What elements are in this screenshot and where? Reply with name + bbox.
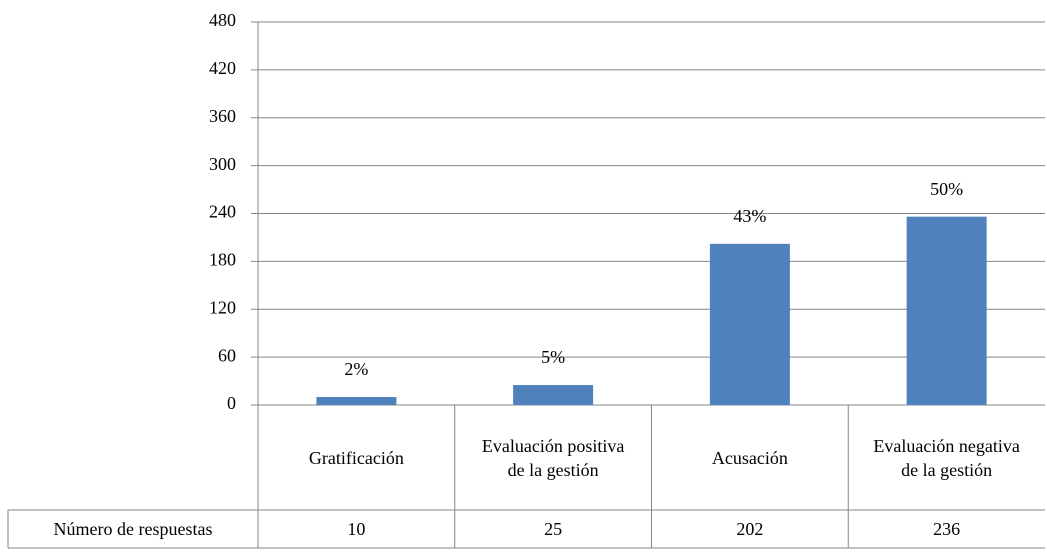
table-value: 10 (347, 519, 366, 539)
y-tick-label: 300 (209, 154, 236, 174)
category-label: Gratificación (308, 447, 404, 468)
bar (316, 397, 397, 405)
table-value: 202 (736, 519, 764, 539)
data-label: 2% (344, 359, 368, 379)
bar (709, 243, 790, 405)
y-tick-label: 240 (209, 202, 236, 222)
bar (513, 385, 594, 405)
y-tick-label: 180 (209, 250, 236, 270)
data-label: 43% (733, 206, 766, 226)
y-tick-label: 60 (218, 345, 236, 365)
table-row-label: Número de respuestas (53, 519, 213, 539)
y-tick-label: 480 (209, 10, 236, 30)
y-tick-label: 0 (227, 393, 236, 413)
y-tick-label: 360 (209, 106, 236, 126)
y-tick-label: 120 (209, 297, 236, 317)
bar (906, 216, 987, 405)
data-label: 5% (541, 347, 565, 367)
table-value: 25 (544, 519, 563, 539)
data-label: 50% (930, 179, 963, 199)
category-label: Evaluación positiva de la gestión (481, 435, 625, 480)
category-label: Evaluación negativa de la gestión (873, 435, 1020, 480)
y-tick-label: 420 (209, 58, 236, 78)
table-value: 236 (933, 519, 961, 539)
category-label: Acusación (711, 447, 788, 468)
